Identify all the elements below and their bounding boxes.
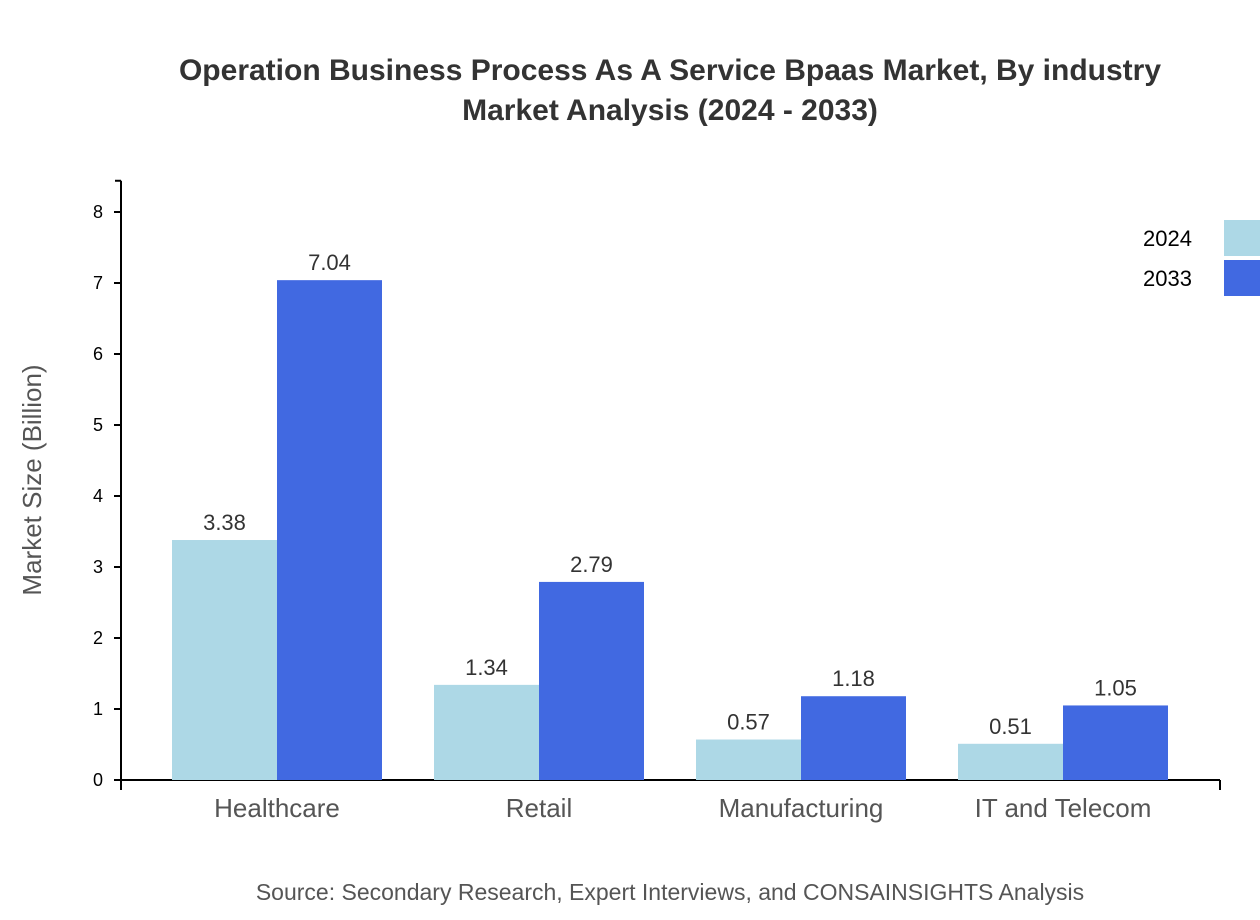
data-label: 1.05 xyxy=(1094,675,1137,700)
x-tick-label: Healthcare xyxy=(214,793,340,823)
legend-label-2024: 2024 xyxy=(1143,226,1192,251)
y-tick-label: 5 xyxy=(93,415,103,435)
bar-2033-retail xyxy=(539,581,644,780)
y-tick-label: 0 xyxy=(93,770,103,790)
bar-2024-retail xyxy=(434,684,539,780)
chart-title-line1: Operation Business Process As A Service … xyxy=(179,54,1161,87)
y-tick-label: 7 xyxy=(93,273,103,293)
y-tick-label: 1 xyxy=(93,699,103,719)
data-label: 0.51 xyxy=(989,714,1032,739)
x-tick-label: Manufacturing xyxy=(719,793,884,823)
bar-2033-healthcare xyxy=(277,280,382,780)
legend-swatch-2033 xyxy=(1224,260,1260,296)
x-tick-label: IT and Telecom xyxy=(975,793,1152,823)
data-label: 7.04 xyxy=(308,250,351,275)
y-tick-label: 2 xyxy=(93,628,103,648)
bar-2024-it-and-telecom xyxy=(958,743,1063,780)
bar-2033-manufacturing xyxy=(801,696,906,780)
data-label: 3.38 xyxy=(203,510,246,535)
y-tick-label: 4 xyxy=(93,486,103,506)
y-tick-label: 3 xyxy=(93,557,103,577)
y-tick-label: 6 xyxy=(93,344,103,364)
bar-2024-manufacturing xyxy=(696,739,801,780)
source-note: Source: Secondary Research, Expert Inter… xyxy=(256,879,1084,905)
data-label: 1.34 xyxy=(465,655,508,680)
bar-2024-healthcare xyxy=(172,540,277,780)
data-label: 1.18 xyxy=(832,666,875,691)
data-label: 2.79 xyxy=(570,552,613,577)
x-tick-label: Retail xyxy=(506,793,572,823)
data-label: 0.57 xyxy=(727,710,770,735)
chart-title-line2: Market Analysis (2024 - 2033) xyxy=(462,94,878,127)
bar-2033-it-and-telecom xyxy=(1063,705,1168,780)
y-tick-label: 8 xyxy=(93,202,103,222)
y-axis-label: Market Size (Billion) xyxy=(17,364,47,595)
legend-swatch-2024 xyxy=(1224,220,1260,256)
legend-label-2033: 2033 xyxy=(1143,266,1192,291)
